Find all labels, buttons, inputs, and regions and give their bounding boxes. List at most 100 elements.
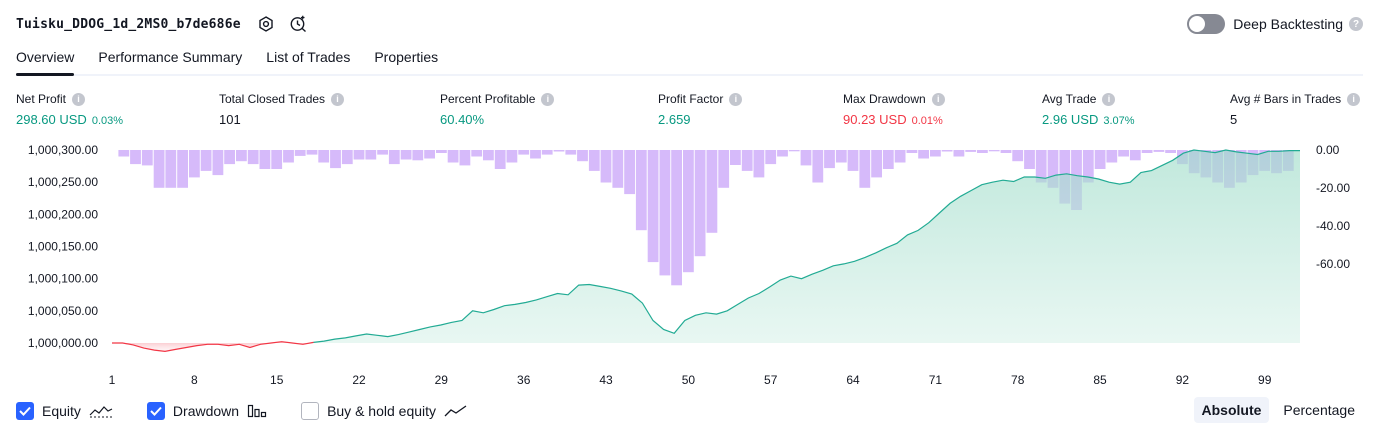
equity-drawdown-chart[interactable]: 1,000,300.00 1,000,250.00 1,000,200.00 1,00… (0, 140, 1379, 390)
metric-value: 90.23 USD (843, 112, 907, 127)
equity-tick-label: 1,000,150.00 (28, 240, 98, 254)
x-tick-label: 78 (1011, 373, 1025, 387)
report-header: Tuisku_DDOG_1d_2MS0_b7de686e Deep Backte… (16, 12, 1363, 36)
drawdown-bars (118, 150, 1294, 286)
drawdown-bar (236, 150, 247, 162)
drawdown-bar (588, 150, 600, 171)
equity-tick-label: 1,000,050.00 (28, 304, 98, 318)
drawdown-bar (965, 150, 977, 152)
drawdown-bar (683, 150, 694, 273)
drawdown-bar (530, 150, 541, 159)
equity-checkbox[interactable] (16, 402, 34, 420)
drawdown-bar (812, 150, 824, 183)
info-icon[interactable]: i (729, 92, 743, 106)
drawdown-bar (541, 150, 553, 155)
drawdown-bar (1141, 150, 1153, 153)
tab-performance-summary[interactable]: Performance Summary (98, 49, 243, 65)
buy-hold-checkbox[interactable] (301, 402, 320, 420)
legend-buy-hold-equity[interactable]: Buy & hold equity (301, 402, 468, 420)
x-tick-label: 22 (352, 373, 366, 387)
drawdown-bar (1000, 150, 1012, 153)
drawdown-checkbox[interactable] (146, 402, 165, 420)
info-icon[interactable]: i (72, 92, 86, 106)
drawdown-bar (224, 150, 235, 165)
drawdown-bar (494, 150, 506, 169)
drawdown-bar (671, 150, 682, 286)
x-tick-label: 64 (846, 373, 860, 387)
tab-properties[interactable]: Properties (374, 49, 439, 65)
drawdown-bar (283, 150, 294, 163)
legend-drawdown[interactable]: Drawdown (146, 402, 267, 420)
drawdown-bar (824, 150, 835, 169)
equity-loss-area (112, 341, 314, 352)
x-tick-label: 57 (764, 373, 778, 387)
absolute-button[interactable]: Absolute (1193, 397, 1270, 423)
drawdown-bar (1129, 150, 1141, 161)
legend-label: Equity (42, 403, 81, 419)
metric-label: Avg Trade (1042, 92, 1097, 106)
metric-value: 2.659 (658, 112, 691, 127)
drawdown-bar (777, 150, 788, 157)
metric-label: Profit Factor (658, 92, 724, 106)
info-icon[interactable]: i (931, 92, 945, 106)
metric-value: 2.96 USD (1042, 112, 1099, 127)
metric-label: Avg # Bars in Trades (1230, 92, 1342, 106)
drawdown-tick-label: -20.00 (1316, 181, 1350, 195)
drawdown-bar (871, 150, 882, 178)
drawdown-bar (518, 150, 530, 155)
x-tick-label: 85 (1093, 373, 1107, 387)
drawdown-bar (694, 150, 706, 257)
drawdown-bar (600, 150, 612, 183)
drawdown-bar (1094, 150, 1106, 169)
drawdown-bar (1118, 150, 1129, 157)
x-tick-label: 1 (109, 373, 116, 387)
drawdown-bar (377, 150, 388, 155)
info-icon[interactable]: i (1102, 92, 1116, 106)
percentage-button[interactable]: Percentage (1283, 402, 1355, 418)
drawdown-bar (741, 150, 753, 171)
drawdown-bar (835, 150, 847, 163)
metric-avg-bars-in-trades: Avg # Bars in Trades i 5 (1230, 92, 1361, 127)
drawdown-bar (788, 150, 800, 152)
info-icon[interactable]: i (1347, 92, 1361, 106)
tab-overview[interactable]: Overview (16, 46, 75, 76)
tab-list-of-trades[interactable]: List of Trades (266, 49, 351, 65)
settings-icon[interactable] (257, 15, 275, 33)
metric-sub-value: 0.01% (911, 115, 943, 127)
drawdown-bar (471, 150, 483, 157)
info-icon[interactable]: i (541, 92, 555, 106)
replay-clock-icon[interactable] (289, 15, 307, 33)
x-tick-label: 15 (270, 373, 284, 387)
drawdown-bar (1035, 150, 1047, 183)
x-tick-label: 92 (1176, 373, 1190, 387)
x-tick-label: 71 (929, 373, 943, 387)
info-icon[interactable]: i (331, 92, 345, 106)
metric-percent-profitable: Percent Profitable i 60.40% (440, 92, 555, 127)
drawdown-bar (141, 150, 153, 166)
deep-backtesting-control: Deep Backtesting ? (1187, 14, 1363, 34)
drawdown-bar (918, 150, 929, 159)
deep-backtesting-toggle[interactable] (1187, 14, 1226, 34)
drawdown-bar (624, 150, 635, 195)
legend-equity[interactable]: Equity (16, 402, 113, 420)
strategy-name: Tuisku_DDOG_1d_2MS0_b7de686e (16, 16, 241, 32)
drawdown-bar (165, 150, 177, 188)
buy-hold-glyph-icon (444, 404, 468, 418)
drawdown-bar (730, 150, 741, 165)
x-tick-label: 50 (682, 373, 696, 387)
metric-label: Percent Profitable (440, 92, 536, 106)
equity-tick-label: 1,000,250.00 (28, 175, 98, 189)
drawdown-bar (930, 150, 941, 157)
drawdown-bar (1012, 150, 1024, 162)
drawdown-bar (247, 150, 259, 165)
drawdown-bar (306, 150, 318, 155)
drawdown-bar (318, 150, 330, 163)
equity-axis: 1,000,300.00 1,000,250.00 1,000,200.00 1,00… (28, 143, 98, 350)
metric-value: 101 (219, 112, 241, 127)
drawdown-bar (459, 150, 471, 166)
view-mode-switch: Absolute Percentage (1188, 397, 1364, 423)
drawdown-bar (400, 150, 412, 160)
x-tick-label: 43 (599, 373, 613, 387)
drawdown-bar (177, 150, 188, 188)
help-icon[interactable]: ? (1349, 17, 1363, 31)
